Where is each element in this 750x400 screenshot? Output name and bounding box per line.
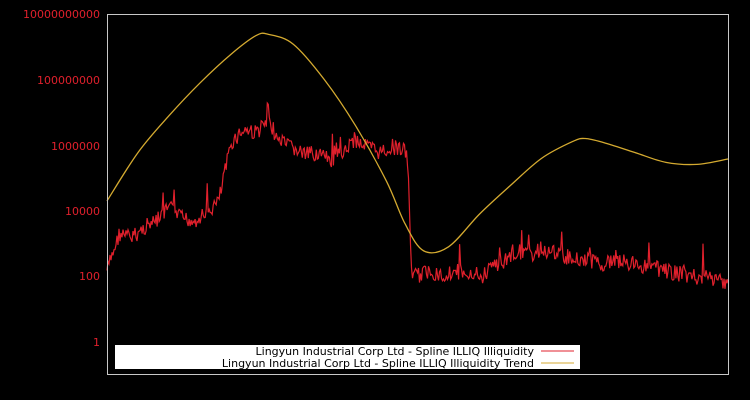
y-tick-label: 10000	[65, 205, 100, 218]
y-tick-label: 1	[93, 336, 100, 349]
illiquidity-trend-line	[106, 32, 729, 254]
legend-label-trend: Lingyun Industrial Corp Ltd - Spline ILL…	[222, 357, 534, 370]
illiquidity-line	[106, 101, 729, 289]
y-tick-label: 10000000000	[23, 8, 100, 21]
legend-box	[115, 345, 580, 369]
plot-frame	[107, 14, 729, 375]
y-tick-label: 100	[79, 270, 100, 283]
y-tick-label: 1000000	[51, 140, 100, 153]
y-axis-ticks: 10000000000 100000000 1000000 10000 100 …	[23, 8, 100, 349]
legend: Lingyun Industrial Corp Ltd - Spline ILL…	[115, 345, 580, 370]
legend-label-main: Lingyun Industrial Corp Ltd - Spline ILL…	[256, 345, 535, 358]
y-tick-label: 100000000	[37, 74, 100, 87]
plot-series	[106, 32, 729, 289]
